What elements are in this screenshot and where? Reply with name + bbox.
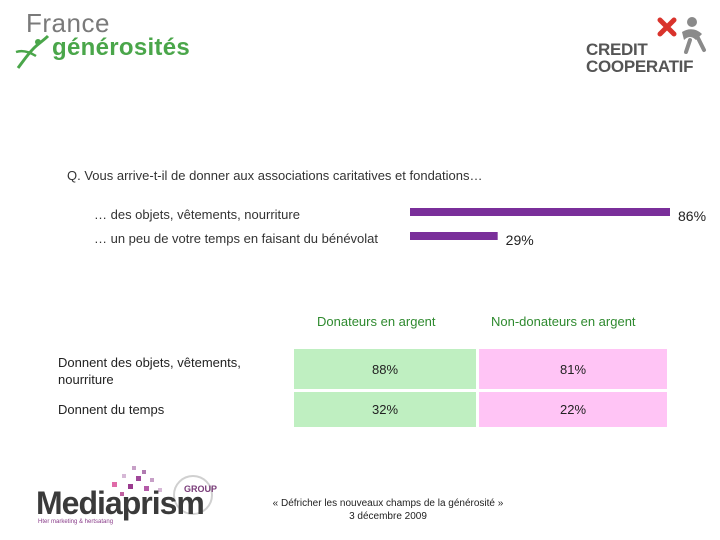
mediaprism-group-circle-icon: [173, 475, 213, 515]
bar-value-label: 86%: [678, 208, 706, 224]
footer-title: « Défricher les nouveaux champs de la gé…: [272, 498, 504, 509]
bar-value-label: 29%: [506, 232, 534, 248]
credit-cooperatif-emblem-icon: [657, 17, 706, 54]
column-header-donateurs: Donateurs en argent: [317, 314, 436, 329]
mediaprism-dots-icon: [112, 466, 162, 496]
bar: [410, 208, 670, 216]
bar-category-label: … un peu de votre temps en faisant du bé…: [94, 231, 378, 246]
footer-date: 3 décembre 2009: [349, 511, 427, 522]
mediaprism-name: Mediaprism: [36, 485, 205, 521]
france-generosites-line2: générosités: [52, 34, 191, 61]
cell-temps-donateurs: 32%: [294, 392, 476, 427]
cell-objets-donateurs: 88%: [294, 349, 476, 389]
bar-chart: … des objets, vêtements, nourriture 86% … …: [94, 207, 706, 248]
mediaprism-group-label: GROUP: [184, 484, 218, 494]
cell-objets-non-donateurs: 81%: [479, 349, 667, 389]
row-label-objets: Donnent des objets, vêtements, nourritur…: [58, 355, 241, 387]
cell-temps-non-donateurs: 22%: [479, 392, 667, 427]
credit-cooperatif-line2: COOPERATIF: [586, 57, 694, 76]
mediaprism-tagline: Hter marketing & hertsatang: [38, 519, 114, 525]
row-label-temps: Donnent du temps: [58, 402, 165, 417]
credit-cooperatif-line1: CREDIT: [586, 40, 648, 59]
question-text: Q. Vous arrive-t-il de donner aux associ…: [67, 168, 483, 183]
column-header-non-donateurs: Non-donateurs en argent: [491, 314, 636, 329]
bar: [410, 232, 498, 240]
bar-category-label: … des objets, vêtements, nourriture: [94, 207, 300, 222]
france-generosites-line1: France: [26, 8, 110, 38]
france-generosites-swoosh-icon: [15, 34, 50, 69]
